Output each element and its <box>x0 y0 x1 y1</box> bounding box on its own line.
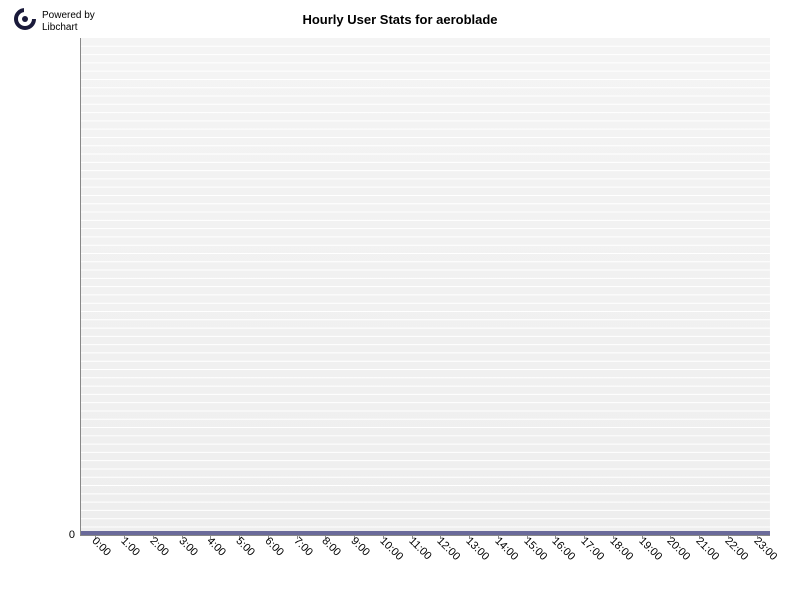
y-tick-label: 0 <box>69 529 75 541</box>
x-tick-label: 9:00 <box>348 535 372 559</box>
x-tick-label: 16:00 <box>550 535 578 563</box>
x-tick-label: 3:00 <box>176 535 200 559</box>
x-tick-label: 0:00 <box>90 535 114 559</box>
x-tick-label: 14:00 <box>492 535 520 563</box>
x-tick-label: 20:00 <box>665 535 693 563</box>
x-tick-label: 7:00 <box>291 535 315 559</box>
chart-grid <box>81 38 770 535</box>
x-tick-label: 22:00 <box>722 535 750 563</box>
x-tick-label: 6:00 <box>262 535 286 559</box>
x-tick-label: 17:00 <box>578 535 606 563</box>
x-tick-label: 19:00 <box>636 535 664 563</box>
x-tick-label: 18:00 <box>607 535 635 563</box>
x-tick-label: 13:00 <box>463 535 491 563</box>
x-tick-label: 11:00 <box>406 535 433 562</box>
x-tick-label: 15:00 <box>521 535 549 563</box>
x-tick-label: 21:00 <box>693 535 721 563</box>
x-tick-label: 12:00 <box>435 535 463 563</box>
x-tick-label: 10:00 <box>377 535 405 563</box>
x-tick-label: 23:00 <box>751 535 779 563</box>
x-tick-label: 2:00 <box>147 535 171 559</box>
chart-title: Hourly User Stats for aeroblade <box>0 12 800 27</box>
x-tick-label: 8:00 <box>320 535 344 559</box>
x-tick-label: 1:00 <box>118 535 142 559</box>
x-tick-label: 5:00 <box>233 535 257 559</box>
x-tick-label: 4:00 <box>205 535 229 559</box>
chart-plot-area: 00:001:002:003:004:005:006:007:008:009:0… <box>80 38 770 536</box>
